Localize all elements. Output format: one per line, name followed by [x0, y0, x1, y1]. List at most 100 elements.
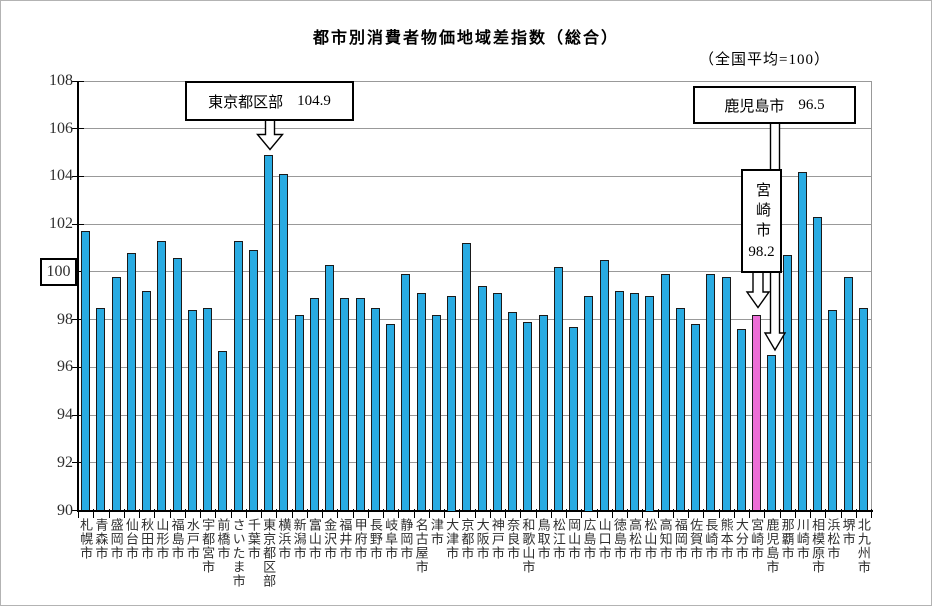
bar-岐阜市	[386, 324, 396, 511]
x-tick-30	[535, 509, 537, 518]
gridline-104	[78, 175, 871, 177]
x-tick-43	[733, 509, 735, 518]
x-tick-5	[154, 509, 156, 518]
x-axis-label-広島市: 広島市	[581, 518, 597, 560]
y-axis-label-96: 96	[57, 358, 73, 376]
x-tick-37	[642, 509, 644, 518]
x-tick-44	[749, 509, 750, 518]
y-axis-label-106: 106	[49, 119, 73, 137]
bar-那覇市	[782, 255, 792, 511]
x-tick-42	[718, 509, 720, 518]
x-axis-label-松江市: 松江市	[550, 518, 566, 560]
x-tick-2	[108, 509, 110, 518]
bar-長崎市	[706, 274, 716, 511]
x-tick-45	[764, 509, 766, 518]
bar-長野市	[370, 307, 380, 511]
x-tick-49	[825, 509, 827, 518]
x-axis-label-名古屋市: 名古屋市	[413, 518, 429, 574]
x-axis-label-京都市: 京都市	[459, 518, 475, 560]
bar-北九州市	[858, 307, 868, 511]
bar-相模原市	[813, 217, 823, 511]
y-axis-label-92: 92	[57, 453, 73, 471]
bar-千葉市	[248, 250, 258, 511]
miyazaki-callout: 宮崎市 98.2	[741, 169, 782, 273]
bar-松江市	[553, 267, 563, 511]
bar-札幌市	[81, 231, 91, 511]
bar-青森市	[96, 307, 106, 511]
x-axis-label-和歌山市: 和歌山市	[520, 518, 536, 574]
x-tick-3	[123, 509, 125, 518]
bar-前橋市	[218, 350, 228, 511]
y-axis-label-98: 98	[57, 310, 73, 328]
y-tick-106	[72, 128, 84, 130]
bar-福井市	[340, 298, 350, 511]
bar-堺市	[843, 276, 853, 511]
kagoshima-callout: 鹿児島市 96.5	[693, 86, 856, 124]
x-axis-label-盛岡市: 盛岡市	[108, 518, 124, 560]
bar-秋田市	[142, 290, 152, 511]
x-axis-label-熊本市: 熊本市	[718, 518, 734, 560]
x-tick-25	[459, 509, 461, 518]
x-axis-label-岐阜市: 岐阜市	[383, 518, 399, 560]
tokyo-callout-arrow-icon	[256, 119, 284, 151]
x-tick-38	[657, 509, 659, 518]
x-axis-label-青森市: 青森市	[93, 518, 109, 560]
x-tick-46	[779, 509, 781, 518]
x-tick-28	[505, 509, 506, 518]
bar-川崎市	[797, 171, 807, 511]
bar-東京都区部	[264, 154, 274, 511]
bar-盛岡市	[111, 276, 121, 511]
y-tick-96	[72, 366, 84, 368]
x-tick-10	[230, 509, 232, 518]
tokyo-callout-label: 東京都区部	[208, 94, 284, 111]
gridline-106	[78, 128, 871, 130]
bar-福岡市	[675, 307, 685, 511]
x-axis-label-新潟市: 新潟市	[291, 518, 307, 560]
bar-さいたま市	[233, 240, 243, 511]
bar-宇都宮市	[203, 307, 213, 511]
x-axis-label-鹿児島市: 鹿児島市	[764, 518, 780, 574]
x-axis-label-静岡市: 静岡市	[398, 518, 414, 560]
gridline-92	[78, 462, 871, 464]
y-tick-98	[72, 319, 84, 321]
x-axis-label-浜松市: 浜松市	[825, 518, 841, 560]
x-tick-18	[352, 509, 354, 518]
x-tick-13	[276, 509, 278, 518]
x-axis-label-千葉市: 千葉市	[245, 518, 261, 560]
x-tick-50	[840, 509, 842, 518]
miyazaki-callout-arrow-icon	[745, 270, 771, 309]
x-tick-16	[322, 509, 323, 518]
x-tick-22	[413, 509, 415, 518]
gridline-96	[78, 366, 871, 368]
bar-広島市	[584, 295, 594, 511]
tokyo-callout: 東京都区部 104.9	[185, 81, 354, 121]
y-axis-label-102: 102	[49, 215, 73, 233]
x-axis-label-秋田市: 秋田市	[139, 518, 155, 560]
x-tick-40	[688, 509, 689, 518]
x-tick-52	[871, 509, 872, 518]
x-axis-label-札幌市: 札幌市	[78, 518, 94, 560]
x-axis-label-福井市: 福井市	[337, 518, 353, 560]
x-axis-label-水戸市: 水戸市	[184, 518, 200, 560]
x-axis-label-鳥取市: 鳥取市	[535, 518, 551, 560]
bar-岡山市	[569, 326, 579, 511]
x-tick-32	[566, 509, 567, 518]
bar-静岡市	[401, 274, 411, 511]
x-tick-14	[291, 509, 293, 518]
bar-徳島市	[614, 290, 624, 511]
x-tick-31	[550, 509, 552, 518]
x-tick-26	[474, 509, 476, 518]
y-axis-label-94: 94	[57, 406, 73, 424]
bar-宮崎市	[752, 314, 762, 511]
x-axis-label-東京都区部: 東京都区部	[261, 518, 277, 588]
y-axis-line	[77, 81, 79, 512]
gridline-98	[78, 319, 871, 321]
bar-大阪市	[477, 286, 487, 511]
bar-金沢市	[325, 264, 335, 511]
bar-山口市	[599, 259, 609, 511]
x-tick-8	[200, 509, 201, 518]
x-axis-label-大津市: 大津市	[444, 518, 460, 560]
x-axis-label-奈良市: 奈良市	[505, 518, 521, 560]
bar-横浜市	[279, 174, 289, 511]
gridline-100	[78, 271, 871, 273]
